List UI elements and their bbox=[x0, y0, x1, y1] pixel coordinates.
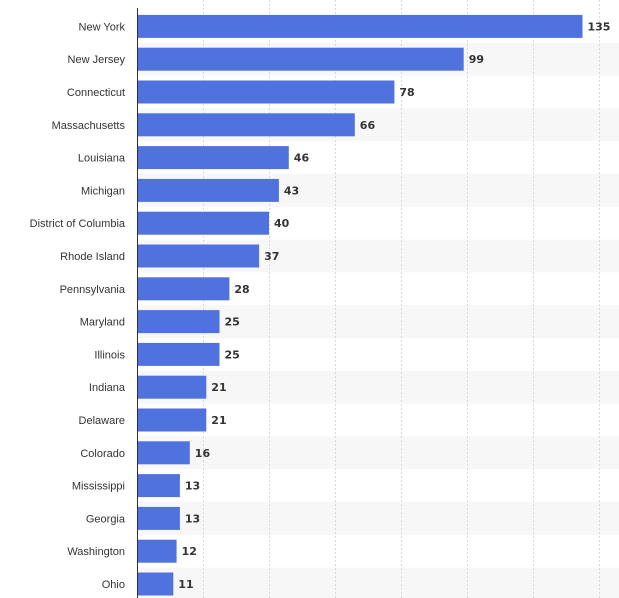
data-label: 13 bbox=[185, 512, 200, 525]
data-label: 25 bbox=[225, 348, 240, 361]
bar[interactable] bbox=[137, 113, 355, 137]
data-label: 43 bbox=[284, 184, 299, 197]
bar[interactable] bbox=[137, 474, 180, 498]
bar[interactable] bbox=[137, 310, 220, 334]
data-label: 37 bbox=[264, 250, 279, 263]
category-label: Indiana bbox=[89, 382, 126, 394]
category-label: Michigan bbox=[81, 185, 125, 197]
category-label: Louisiana bbox=[78, 153, 126, 165]
category-label: Massachusetts bbox=[52, 120, 126, 132]
bar[interactable] bbox=[137, 506, 180, 530]
category-label: New York bbox=[79, 21, 126, 33]
category-labels: New York New Jersey Connecticut Massachuset… bbox=[30, 21, 126, 591]
bar[interactable] bbox=[137, 375, 207, 399]
data-label: 28 bbox=[234, 283, 249, 296]
category-label: Georgia bbox=[86, 513, 126, 525]
bar[interactable] bbox=[137, 47, 464, 71]
category-label: Rhode Island bbox=[60, 251, 125, 263]
category-label: Washington bbox=[67, 546, 125, 558]
data-label: 25 bbox=[225, 316, 240, 329]
data-label: 16 bbox=[195, 447, 211, 460]
value-labels: 135 99 78 66 46 43 40 37 28 25 25 21 21 16 13 13 12 11 bbox=[178, 20, 610, 591]
row-band bbox=[137, 567, 619, 598]
bar[interactable] bbox=[137, 80, 395, 104]
category-label: Delaware bbox=[79, 415, 125, 427]
data-label: 21 bbox=[211, 414, 226, 427]
bar[interactable] bbox=[137, 572, 174, 596]
data-label: 12 bbox=[182, 545, 197, 558]
data-label: 135 bbox=[588, 20, 611, 33]
data-label: 11 bbox=[178, 578, 193, 591]
row-band bbox=[137, 436, 619, 470]
bar[interactable] bbox=[137, 342, 220, 366]
category-label: District of Columbia bbox=[30, 218, 126, 230]
bar[interactable] bbox=[137, 14, 583, 38]
bar[interactable] bbox=[137, 211, 269, 235]
bar[interactable] bbox=[137, 408, 207, 432]
bar[interactable] bbox=[137, 178, 279, 202]
row-band bbox=[137, 370, 619, 404]
bar[interactable] bbox=[137, 441, 190, 465]
bars bbox=[137, 14, 583, 596]
data-label: 99 bbox=[469, 53, 484, 66]
bar[interactable] bbox=[137, 146, 289, 170]
data-label: 78 bbox=[399, 86, 414, 99]
bar[interactable] bbox=[137, 277, 230, 301]
data-label: 40 bbox=[274, 217, 290, 230]
bar[interactable] bbox=[137, 539, 177, 563]
data-label: 66 bbox=[360, 119, 376, 132]
category-label: Mississippi bbox=[72, 481, 125, 493]
row-band bbox=[137, 502, 619, 535]
data-label: 46 bbox=[294, 152, 310, 165]
category-label: Ohio bbox=[102, 579, 125, 591]
bar[interactable] bbox=[137, 244, 260, 268]
category-label: Pennsylvania bbox=[60, 284, 126, 296]
category-label: Illinois bbox=[94, 349, 125, 361]
category-label: Maryland bbox=[80, 317, 125, 329]
data-label: 21 bbox=[211, 381, 226, 394]
data-label: 13 bbox=[185, 480, 200, 493]
category-label: Connecticut bbox=[67, 87, 125, 99]
category-label: Colorado bbox=[80, 448, 125, 460]
category-label: New Jersey bbox=[68, 54, 126, 66]
